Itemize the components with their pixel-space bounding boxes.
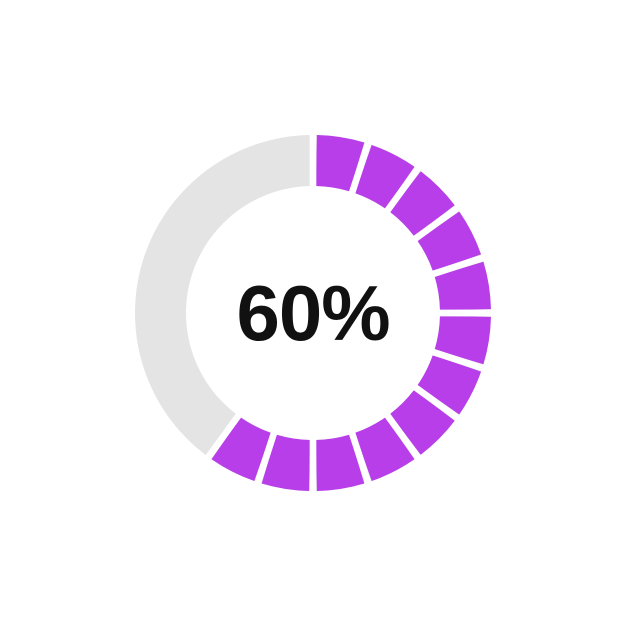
progress-ring-container: 60% <box>0 0 626 626</box>
progress-ring <box>0 0 626 626</box>
